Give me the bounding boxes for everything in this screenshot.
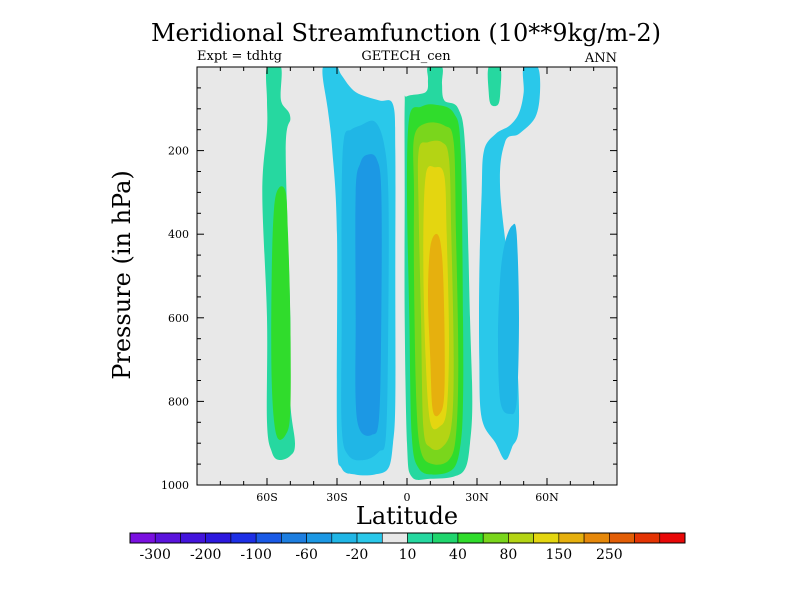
axis-tick-labels: 60S 30S 0 30N 60N 200 400 600 800 1000 [161, 145, 559, 504]
colorbar-label: -100 [240, 547, 271, 563]
colorbar-box [609, 532, 635, 544]
colorbar-labels: -300 -200 -100 -60 -20 10 40 80 150 250 [140, 547, 623, 563]
colorbar-box [154, 532, 181, 544]
colorbar-box [457, 532, 484, 544]
colorbar-box [180, 532, 206, 544]
right-subtitle: ANN [584, 51, 617, 66]
x-tick-label: 60N [535, 491, 559, 504]
colorbar-label: 250 [596, 547, 623, 563]
colorbar-box [482, 532, 509, 544]
x-tick-label: 30N [465, 491, 489, 504]
colorbar-box [230, 532, 257, 544]
y-axis-label: Pressure (in hPa) [108, 170, 136, 380]
colorbar-box [331, 532, 358, 544]
colorbar-box [381, 532, 408, 544]
colorbar-box [255, 532, 282, 544]
colorbar-box [281, 532, 307, 544]
colorbar-label: -300 [140, 547, 171, 563]
contour-region-north-neg-outer [479, 67, 541, 460]
x-axis-label: Latitude [356, 502, 458, 530]
contour-region-north-neg-core [498, 223, 519, 415]
colorbar-boxes [129, 532, 686, 544]
plot-area: 60S 30S 0 30N 60N 200 400 600 800 1000 [161, 66, 618, 504]
y-tick-label: 600 [168, 312, 189, 325]
contour-region-trop-pos-100 [428, 233, 445, 417]
colorbar-label: -60 [295, 547, 318, 563]
y-tick-label: 1000 [161, 479, 189, 492]
contour-region-north-pos-small [487, 67, 502, 107]
x-tick-label: 30S [326, 491, 348, 504]
colorbar-box [432, 532, 459, 544]
colorbar-label: 80 [499, 547, 517, 563]
x-tick-label: 0 [404, 491, 411, 504]
axis-ticks [196, 67, 618, 485]
colorbar-box [533, 532, 560, 544]
contour-region-trop-neg-core [355, 154, 382, 436]
colorbar-box [407, 532, 434, 544]
colorbar-box [659, 532, 686, 544]
contour-regions [262, 67, 541, 480]
colorbar-box [508, 532, 534, 544]
colorbar-label: 150 [545, 547, 572, 563]
colorbar-label: -20 [346, 547, 369, 563]
colorbar-box [129, 532, 156, 544]
colorbar-label: 40 [449, 547, 467, 563]
y-tick-label: 800 [168, 395, 189, 408]
colorbar-label: -200 [190, 547, 221, 563]
colorbar-box [558, 532, 585, 544]
colorbar-frame [129, 532, 686, 544]
x-tick-label: 60S [256, 491, 278, 504]
contour-region-southern-cell-core [271, 186, 291, 440]
y-tick-label: 200 [168, 145, 189, 158]
colorbar-box [356, 532, 383, 544]
colorbar-box [583, 532, 610, 544]
colorbar-box [306, 532, 333, 544]
colorbar-label: 10 [399, 547, 417, 563]
colorbar-box [634, 532, 661, 544]
center-subtitle: GETECH_cen [361, 49, 451, 64]
colorbar: -300 -200 -100 -60 -20 10 40 80 150 250 [129, 532, 686, 563]
y-tick-label: 400 [168, 228, 189, 241]
chart-title: Meridional Streamfunction (10**9kg/m-2) [151, 19, 661, 47]
left-subtitle: Expt = tdhtg [197, 49, 282, 64]
colorbar-box [205, 532, 232, 544]
